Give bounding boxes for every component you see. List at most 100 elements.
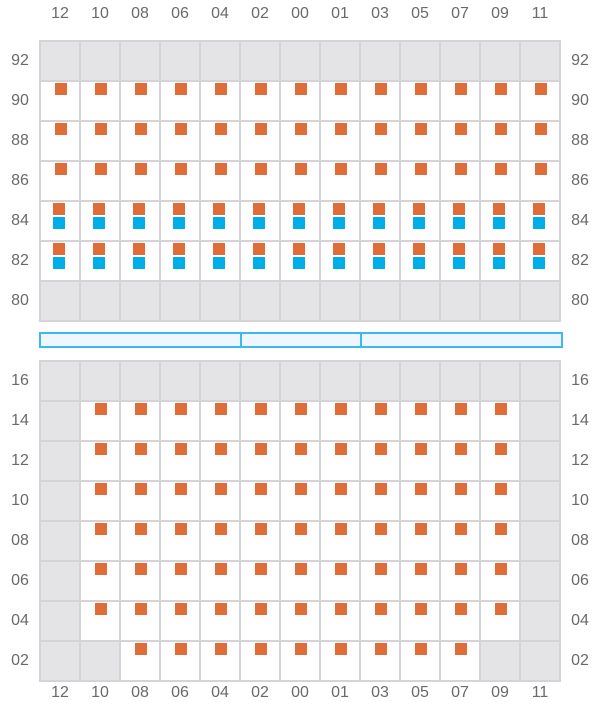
slot-cell[interactable] (321, 122, 361, 162)
slot-cell[interactable] (321, 642, 361, 682)
slot-cell[interactable] (441, 522, 481, 562)
slot-cell[interactable] (281, 202, 321, 242)
slot-cell[interactable] (121, 202, 161, 242)
slot-cell[interactable] (201, 82, 241, 122)
slot-cell[interactable] (201, 642, 241, 682)
slot-cell[interactable] (521, 122, 561, 162)
slot-cell[interactable] (481, 162, 521, 202)
slot-cell[interactable] (481, 442, 521, 482)
slot-cell[interactable] (161, 442, 201, 482)
slot-cell[interactable] (241, 162, 281, 202)
slot-cell[interactable] (201, 122, 241, 162)
slot-cell[interactable] (401, 162, 441, 202)
slot-cell[interactable] (161, 162, 201, 202)
slot-cell[interactable] (481, 562, 521, 602)
slot-cell[interactable] (81, 482, 121, 522)
slot-cell[interactable] (441, 242, 481, 282)
slot-cell[interactable] (481, 82, 521, 122)
slot-cell[interactable] (441, 122, 481, 162)
slot-cell[interactable] (401, 642, 441, 682)
slot-cell[interactable] (281, 122, 321, 162)
slot-cell[interactable] (161, 122, 201, 162)
slot-cell[interactable] (401, 522, 441, 562)
slot-cell[interactable] (121, 602, 161, 642)
slot-cell[interactable] (41, 242, 81, 282)
slot-cell[interactable] (121, 642, 161, 682)
slot-cell[interactable] (281, 642, 321, 682)
slot-cell[interactable] (281, 482, 321, 522)
slot-cell[interactable] (81, 122, 121, 162)
slot-cell[interactable] (441, 602, 481, 642)
slot-cell[interactable] (361, 162, 401, 202)
slot-cell[interactable] (401, 402, 441, 442)
slot-cell[interactable] (121, 242, 161, 282)
slot-cell[interactable] (481, 202, 521, 242)
slot-cell[interactable] (401, 442, 441, 482)
slot-cell[interactable] (201, 482, 241, 522)
slot-cell[interactable] (441, 442, 481, 482)
slot-cell[interactable] (161, 562, 201, 602)
slot-cell[interactable] (161, 242, 201, 282)
slot-cell[interactable] (281, 602, 321, 642)
slot-cell[interactable] (441, 482, 481, 522)
slot-cell[interactable] (321, 202, 361, 242)
slot-cell[interactable] (361, 562, 401, 602)
slot-cell[interactable] (361, 442, 401, 482)
slot-cell[interactable] (521, 82, 561, 122)
slot-cell[interactable] (361, 242, 401, 282)
slot-cell[interactable] (41, 122, 81, 162)
slot-cell[interactable] (241, 442, 281, 482)
slot-cell[interactable] (161, 602, 201, 642)
slot-cell[interactable] (41, 82, 81, 122)
slot-cell[interactable] (361, 202, 401, 242)
slot-cell[interactable] (401, 602, 441, 642)
slot-cell[interactable] (521, 162, 561, 202)
slot-cell[interactable] (161, 522, 201, 562)
slot-cell[interactable] (121, 522, 161, 562)
slot-cell[interactable] (401, 82, 441, 122)
slot-cell[interactable] (281, 162, 321, 202)
slot-cell[interactable] (201, 442, 241, 482)
slot-cell[interactable] (401, 122, 441, 162)
slot-cell[interactable] (321, 162, 361, 202)
slot-cell[interactable] (321, 242, 361, 282)
slot-cell[interactable] (121, 162, 161, 202)
slot-cell[interactable] (321, 442, 361, 482)
slot-cell[interactable] (241, 402, 281, 442)
slot-cell[interactable] (81, 522, 121, 562)
slot-cell[interactable] (521, 242, 561, 282)
slot-cell[interactable] (401, 202, 441, 242)
slot-cell[interactable] (241, 122, 281, 162)
slot-cell[interactable] (81, 602, 121, 642)
slot-cell[interactable] (441, 202, 481, 242)
slot-cell[interactable] (241, 242, 281, 282)
slot-cell[interactable] (81, 442, 121, 482)
slot-cell[interactable] (161, 402, 201, 442)
slot-cell[interactable] (481, 522, 521, 562)
slot-cell[interactable] (321, 82, 361, 122)
slot-cell[interactable] (201, 522, 241, 562)
slot-cell[interactable] (81, 242, 121, 282)
slot-cell[interactable] (81, 202, 121, 242)
slot-cell[interactable] (361, 122, 401, 162)
slot-cell[interactable] (161, 82, 201, 122)
slot-cell[interactable] (201, 562, 241, 602)
slot-cell[interactable] (281, 402, 321, 442)
slot-cell[interactable] (481, 402, 521, 442)
slot-cell[interactable] (41, 202, 81, 242)
slot-cell[interactable] (121, 122, 161, 162)
slot-cell[interactable] (361, 82, 401, 122)
slot-cell[interactable] (121, 82, 161, 122)
slot-cell[interactable] (281, 242, 321, 282)
slot-cell[interactable] (241, 522, 281, 562)
slot-cell[interactable] (281, 82, 321, 122)
slot-cell[interactable] (161, 482, 201, 522)
slot-cell[interactable] (121, 482, 161, 522)
slot-cell[interactable] (481, 482, 521, 522)
slot-cell[interactable] (241, 642, 281, 682)
slot-cell[interactable] (401, 482, 441, 522)
slot-cell[interactable] (121, 442, 161, 482)
slot-cell[interactable] (441, 162, 481, 202)
slot-cell[interactable] (441, 82, 481, 122)
slot-cell[interactable] (81, 562, 121, 602)
